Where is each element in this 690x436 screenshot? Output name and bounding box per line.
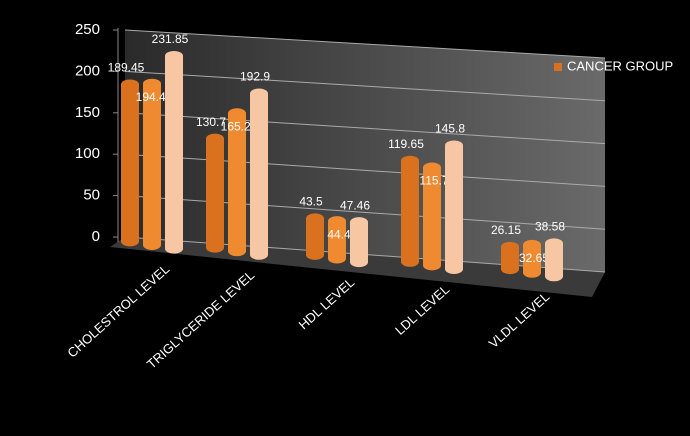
bar-top bbox=[328, 216, 346, 227]
bar-body bbox=[328, 221, 346, 259]
bar-body bbox=[445, 145, 463, 269]
value-label: 115.7 bbox=[419, 174, 448, 188]
y-tick-label: 150 bbox=[75, 104, 100, 121]
y-tick-label: 100 bbox=[75, 145, 100, 162]
y-tick-label: 50 bbox=[83, 187, 100, 204]
bar-top bbox=[206, 133, 224, 144]
value-label: 44.4 bbox=[327, 227, 351, 241]
bar-top bbox=[501, 241, 519, 252]
legend-marker bbox=[554, 63, 562, 71]
bar-body bbox=[523, 244, 541, 273]
x-tick-label: LDL LEVEL bbox=[392, 282, 452, 338]
grid-line bbox=[124, 29, 606, 59]
bar bbox=[228, 108, 246, 257]
value-label: 189.45 bbox=[108, 61, 145, 75]
x-tick-label: VLDL LEVEL bbox=[486, 289, 553, 351]
bar-top bbox=[250, 88, 268, 99]
value-label: 47.46 bbox=[340, 198, 370, 212]
legend-label: CANCER GROUP bbox=[567, 58, 673, 73]
grid-line bbox=[124, 195, 606, 230]
bar bbox=[121, 79, 139, 247]
value-label: 119.65 bbox=[388, 137, 424, 151]
bar-body bbox=[206, 138, 224, 248]
bar bbox=[206, 133, 224, 253]
value-label: 32.65 bbox=[519, 251, 549, 265]
bar bbox=[143, 78, 161, 250]
bar-body bbox=[501, 246, 519, 270]
grid-line bbox=[124, 112, 606, 145]
bar bbox=[165, 50, 183, 254]
bar-body bbox=[165, 55, 183, 249]
value-label: 130.7 bbox=[196, 115, 226, 129]
bar-top bbox=[401, 155, 419, 166]
bar-body bbox=[401, 160, 419, 262]
bar-body bbox=[306, 218, 324, 255]
value-label: 43.5 bbox=[299, 195, 323, 209]
y-tick-label: 0 bbox=[92, 228, 100, 245]
value-label: 231.85 bbox=[152, 32, 189, 46]
bar bbox=[445, 140, 463, 274]
value-label: 165.22 bbox=[221, 119, 258, 133]
bar bbox=[523, 239, 541, 278]
bar-body bbox=[121, 84, 139, 242]
value-label: 38.58 bbox=[535, 220, 565, 234]
bar-body bbox=[423, 167, 441, 266]
bar-top bbox=[350, 217, 368, 228]
bar bbox=[401, 155, 419, 267]
bar-top bbox=[143, 78, 161, 89]
bar bbox=[423, 162, 441, 271]
bar-top bbox=[445, 140, 463, 151]
bar-top bbox=[228, 108, 246, 119]
bar-top bbox=[545, 238, 563, 249]
bar-body bbox=[350, 222, 368, 263]
bar-body bbox=[143, 83, 161, 245]
value-label: 194.41 bbox=[136, 90, 173, 104]
y-tick-label: 200 bbox=[75, 62, 100, 79]
y-tick-label: 250 bbox=[75, 21, 100, 38]
grid-line bbox=[124, 153, 606, 187]
bar-top bbox=[523, 239, 541, 250]
bar bbox=[328, 216, 346, 264]
grid-line bbox=[124, 70, 606, 102]
value-label: 145.8 bbox=[435, 122, 465, 136]
bar bbox=[501, 241, 519, 275]
bar-top bbox=[165, 50, 183, 61]
x-tick-label: HDL LEVEL bbox=[296, 275, 358, 333]
bar-body bbox=[545, 243, 563, 277]
value-label: 26.15 bbox=[491, 223, 521, 237]
bar-top bbox=[306, 213, 324, 224]
bar bbox=[350, 217, 368, 268]
bar bbox=[545, 238, 563, 282]
bar-top bbox=[121, 79, 139, 90]
x-tick-label: TRIGLYCERIDE LEVEL bbox=[144, 267, 257, 371]
bar bbox=[250, 88, 268, 260]
x-tick-label: CHOLESTROL LEVEL bbox=[64, 261, 172, 360]
bar bbox=[306, 213, 324, 260]
value-label: 192.9 bbox=[240, 70, 270, 84]
bar-body bbox=[228, 113, 246, 252]
bar-top bbox=[423, 162, 441, 173]
bar-body bbox=[250, 93, 268, 255]
